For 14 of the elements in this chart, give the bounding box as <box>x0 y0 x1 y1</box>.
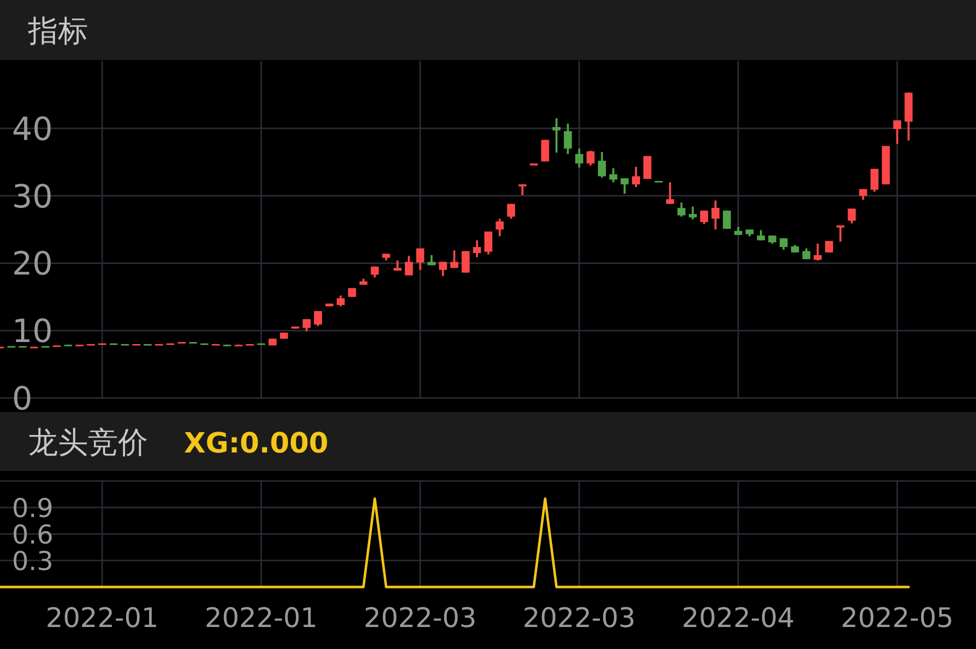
y-tick-label: 20 <box>12 244 53 283</box>
y-tick-label: 40 <box>12 110 53 148</box>
chart-title: 指标 <box>27 14 88 49</box>
x-tick-label: 2022-04 <box>682 603 795 634</box>
x-tick-label: 2022-03 <box>364 603 477 634</box>
x-tick-label: 2022-01 <box>204 603 318 634</box>
x-tick-label: 2022-01 <box>46 603 159 634</box>
chart-title: 龙头竞价 <box>28 426 148 460</box>
x-tick-label: 2022-05 <box>840 603 954 634</box>
y-tick-label: 0 <box>12 380 32 418</box>
text: XG:0.000 <box>184 426 328 460</box>
y-tick-label: 30 <box>12 177 53 216</box>
x-tick-label: 2022-03 <box>522 603 636 634</box>
y-tick-label: 10 <box>12 312 53 350</box>
